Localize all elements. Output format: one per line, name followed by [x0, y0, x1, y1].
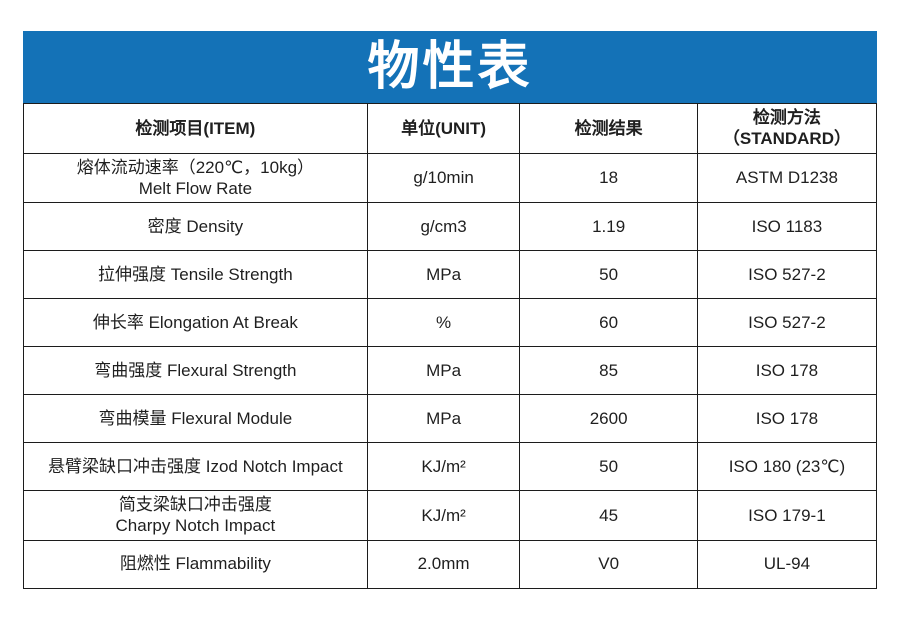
cell-unit: MPa: [366, 346, 521, 395]
cell-unit: KJ/m²: [366, 490, 521, 541]
title-banner: 物性表: [23, 31, 877, 103]
table-header-row: 检测项目(ITEM) 单位(UNIT) 检测结果 检测方法 （STANDARD）: [23, 103, 878, 154]
cell-standard: ISO 179-1: [696, 490, 878, 541]
cell-result: 60: [519, 298, 698, 347]
cell-item: 悬臂梁缺口冲击强度 Izod Notch Impact: [23, 442, 368, 491]
cell-unit: %: [366, 298, 521, 347]
cell-item: 拉伸强度 Tensile Strength: [23, 250, 368, 299]
cell-unit: MPa: [366, 394, 521, 443]
cell-result: 1.19: [519, 202, 698, 251]
cell-standard: ISO 527-2: [696, 298, 878, 347]
cell-standard: ISO 178: [696, 346, 878, 395]
table-row: 弯曲模量 Flexural Module MPa 2600 ISO 178: [23, 394, 878, 443]
cell-unit: g/10min: [366, 152, 521, 203]
cell-result: V0: [519, 539, 698, 589]
cell-unit: MPa: [366, 250, 521, 299]
table-body: 熔体流动速率（220℃，10kg） Melt Flow Rate g/10min…: [23, 152, 878, 589]
table-row: 密度 Density g/cm3 1.19 ISO 1183: [23, 202, 878, 251]
col-header-item: 检测项目(ITEM): [23, 103, 368, 154]
col-header-result: 检测结果: [519, 103, 698, 154]
cell-item: 伸长率 Elongation At Break: [23, 298, 368, 347]
cell-result: 18: [519, 152, 698, 203]
cell-item: 简支梁缺口冲击强度 Charpy Notch Impact: [23, 490, 368, 541]
cell-item: 密度 Density: [23, 202, 368, 251]
cell-standard: UL-94: [696, 539, 878, 589]
cell-result: 45: [519, 490, 698, 541]
page-title: 物性表: [367, 38, 533, 96]
col-header-standard: 检测方法 （STANDARD）: [696, 103, 878, 154]
cell-item: 弯曲模量 Flexural Module: [23, 394, 368, 443]
cell-result: 50: [519, 250, 698, 299]
table-header: 检测项目(ITEM) 单位(UNIT) 检测结果 检测方法 （STANDARD）: [23, 103, 878, 154]
cell-result: 2600: [519, 394, 698, 443]
table-row: 伸长率 Elongation At Break % 60 ISO 527-2: [23, 298, 878, 347]
table-row: 阻燃性 Flammability 2.0mm V0 UL-94: [23, 539, 878, 589]
cell-result: 50: [519, 442, 698, 491]
cell-item: 阻燃性 Flammability: [23, 539, 368, 589]
cell-standard: ISO 527-2: [696, 250, 878, 299]
table-row: 悬臂梁缺口冲击强度 Izod Notch Impact KJ/m² 50 ISO…: [23, 442, 878, 491]
col-header-unit: 单位(UNIT): [366, 103, 521, 154]
cell-standard: ISO 180 (23℃): [696, 442, 878, 491]
cell-item: 熔体流动速率（220℃，10kg） Melt Flow Rate: [23, 152, 368, 203]
table-row: 弯曲强度 Flexural Strength MPa 85 ISO 178: [23, 346, 878, 395]
cell-result: 85: [519, 346, 698, 395]
cell-standard: ASTM D1238: [696, 152, 878, 203]
table-row: 熔体流动速率（220℃，10kg） Melt Flow Rate g/10min…: [23, 152, 878, 203]
table-row: 简支梁缺口冲击强度 Charpy Notch Impact KJ/m² 45 I…: [23, 490, 878, 541]
cell-standard: ISO 1183: [696, 202, 878, 251]
cell-standard: ISO 178: [696, 394, 878, 443]
cell-item: 弯曲强度 Flexural Strength: [23, 346, 368, 395]
cell-unit: g/cm3: [366, 202, 521, 251]
table-row: 拉伸强度 Tensile Strength MPa 50 ISO 527-2: [23, 250, 878, 299]
properties-table: 检测项目(ITEM) 单位(UNIT) 检测结果 检测方法 （STANDARD）…: [23, 103, 878, 589]
cell-unit: KJ/m²: [366, 442, 521, 491]
cell-unit: 2.0mm: [366, 539, 521, 589]
